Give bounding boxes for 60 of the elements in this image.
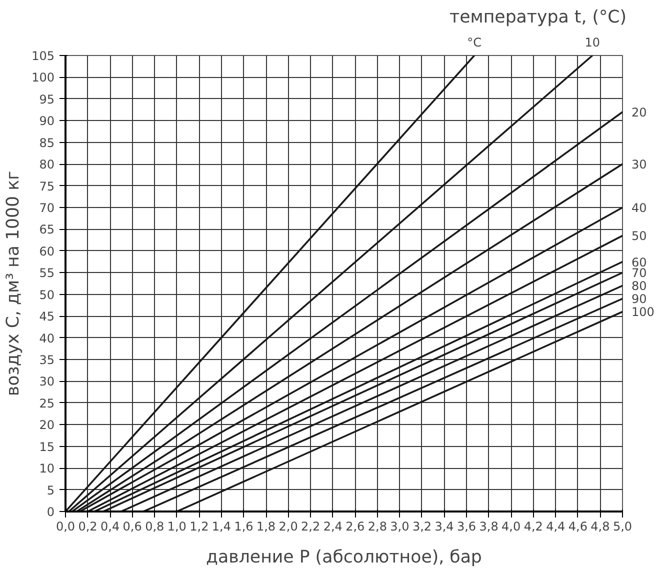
x-tick-label: 4,2 <box>524 520 543 534</box>
y-tick-label: 0 <box>46 505 55 519</box>
x-tick-label: 0,0 <box>56 520 76 534</box>
x-tick-label: 3,4 <box>434 520 454 534</box>
x-tick-label: 4,4 <box>546 520 566 534</box>
x-tick-label: 1,6 <box>234 520 254 534</box>
x-tick-label: 2,6 <box>346 520 365 534</box>
x-tick-label: 4,6 <box>568 520 588 534</box>
y-tick-label: 35 <box>39 353 55 367</box>
series-label: 10 <box>584 36 600 50</box>
y-tick-label: 50 <box>39 288 55 302</box>
y-tick-label: 10 <box>39 462 55 476</box>
x-tick-label: 2,4 <box>323 520 342 534</box>
y-tick-label: 60 <box>39 244 55 258</box>
y-tick-label: 90 <box>39 114 55 128</box>
y-tick-label: 85 <box>39 136 55 150</box>
y-tick-label: 25 <box>39 396 55 410</box>
x-tick-label: 4,0 <box>502 520 521 534</box>
y-axis-title: воздух C, дм³ на 1000 кг <box>4 170 24 396</box>
y-tick-label: 70 <box>39 201 55 215</box>
x-tick-label: 2,8 <box>368 520 387 534</box>
y-tick-label: 15 <box>39 440 55 454</box>
x-tick-label: 0,8 <box>145 520 164 534</box>
x-tick-label: 2,0 <box>278 520 298 534</box>
x-tick-label: 3,6 <box>457 520 476 534</box>
legend-title: температура t, (°C) <box>449 8 627 28</box>
x-tick-label: 0,6 <box>122 520 142 534</box>
y-tick-label: 100 <box>32 70 54 85</box>
y-tick-label: 95 <box>39 92 55 106</box>
series-label: 90 <box>632 292 647 306</box>
series-label: °C <box>467 36 482 50</box>
x-tick-label: 5,0 <box>612 520 632 534</box>
series-label: 80 <box>632 279 647 294</box>
y-tick-label: 80 <box>39 158 55 172</box>
y-tick-label: 65 <box>39 222 55 237</box>
x-axis-title: давление P (абсолютное), бар <box>206 548 482 568</box>
x-tick-label: 3,0 <box>390 520 410 534</box>
series-label: 20 <box>632 105 647 120</box>
x-tick-label: 3,2 <box>412 520 432 534</box>
y-tick-label: 45 <box>39 310 55 324</box>
series-label: 30 <box>632 158 647 172</box>
series-label: 40 <box>632 201 647 215</box>
y-tick-label: 55 <box>39 266 55 280</box>
x-tick-label: 3,8 <box>479 520 498 534</box>
y-tick-label: 30 <box>39 374 55 389</box>
y-tick-label: 75 <box>39 179 55 194</box>
x-tick-label: 1,4 <box>212 520 232 534</box>
x-tick-label: 4,8 <box>590 520 610 534</box>
series-label: 50 <box>632 229 647 244</box>
y-tick-label: 20 <box>39 418 55 432</box>
x-tick-label: 1,2 <box>190 520 209 534</box>
series-label: 100 <box>632 305 654 320</box>
x-tick-label: 1,8 <box>256 520 276 534</box>
x-tick-label: 0,4 <box>100 520 120 534</box>
x-tick-label: 2,2 <box>301 520 320 534</box>
y-tick-label: 5 <box>46 483 55 498</box>
x-tick-label: 0,2 <box>78 520 98 534</box>
x-tick-label: 1,0 <box>167 520 186 534</box>
y-tick-label: 105 <box>32 49 54 63</box>
y-tick-label: 40 <box>39 331 55 346</box>
